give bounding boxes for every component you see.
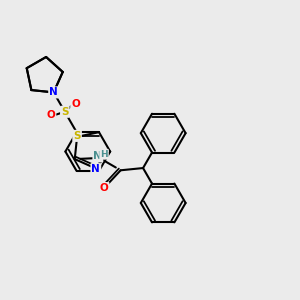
Text: O: O [46, 110, 55, 120]
Text: S: S [73, 131, 81, 141]
Text: O: O [71, 98, 80, 109]
Text: N: N [49, 87, 58, 98]
Text: N: N [93, 152, 102, 161]
Text: O: O [100, 183, 108, 193]
Text: S: S [61, 107, 69, 117]
Text: N: N [92, 164, 100, 174]
Text: H: H [100, 150, 108, 159]
